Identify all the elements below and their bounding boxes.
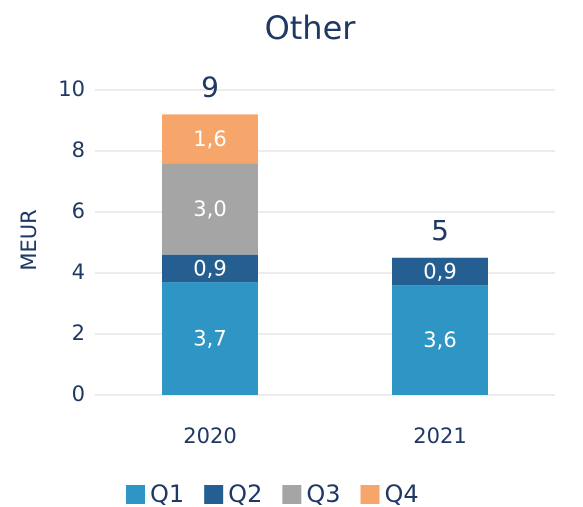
legend-swatch	[360, 485, 380, 504]
y-tick-label: 8	[72, 138, 85, 162]
y-tick-label: 2	[72, 321, 85, 345]
bar-segment	[162, 254, 258, 283]
data-label: 3,0	[193, 197, 226, 221]
y-tick-label: 10	[58, 77, 85, 101]
total-label: 5	[431, 214, 449, 247]
y-tick-label: 0	[72, 382, 85, 406]
bar-segment	[162, 114, 258, 164]
bar-segment	[162, 282, 258, 395]
data-label: 0,9	[193, 256, 226, 280]
y-tick-label: 6	[72, 199, 85, 223]
data-label: 1,6	[193, 127, 226, 151]
legend-swatch	[204, 485, 224, 504]
legend-swatch	[282, 485, 302, 504]
total-label: 9	[201, 70, 219, 103]
bar-segment	[392, 257, 488, 286]
legend-swatch	[126, 485, 145, 504]
y-tick-label: 4	[72, 260, 85, 284]
legend-label: Q4	[385, 480, 419, 507]
chart-title: Other	[265, 9, 357, 47]
data-label: 3,6	[423, 328, 456, 352]
bar-segment	[162, 163, 258, 255]
x-tick-label: 2020	[183, 424, 236, 448]
y-axis-label: MEUR	[17, 209, 41, 270]
x-tick-label: 2021	[413, 424, 466, 448]
legend-label: Q1	[150, 480, 184, 507]
bar-segment	[392, 285, 488, 395]
data-label: 3,7	[193, 327, 226, 351]
legend-label: Q3	[306, 480, 340, 507]
data-label: 0,9	[423, 259, 456, 283]
legend-label: Q2	[228, 480, 262, 507]
